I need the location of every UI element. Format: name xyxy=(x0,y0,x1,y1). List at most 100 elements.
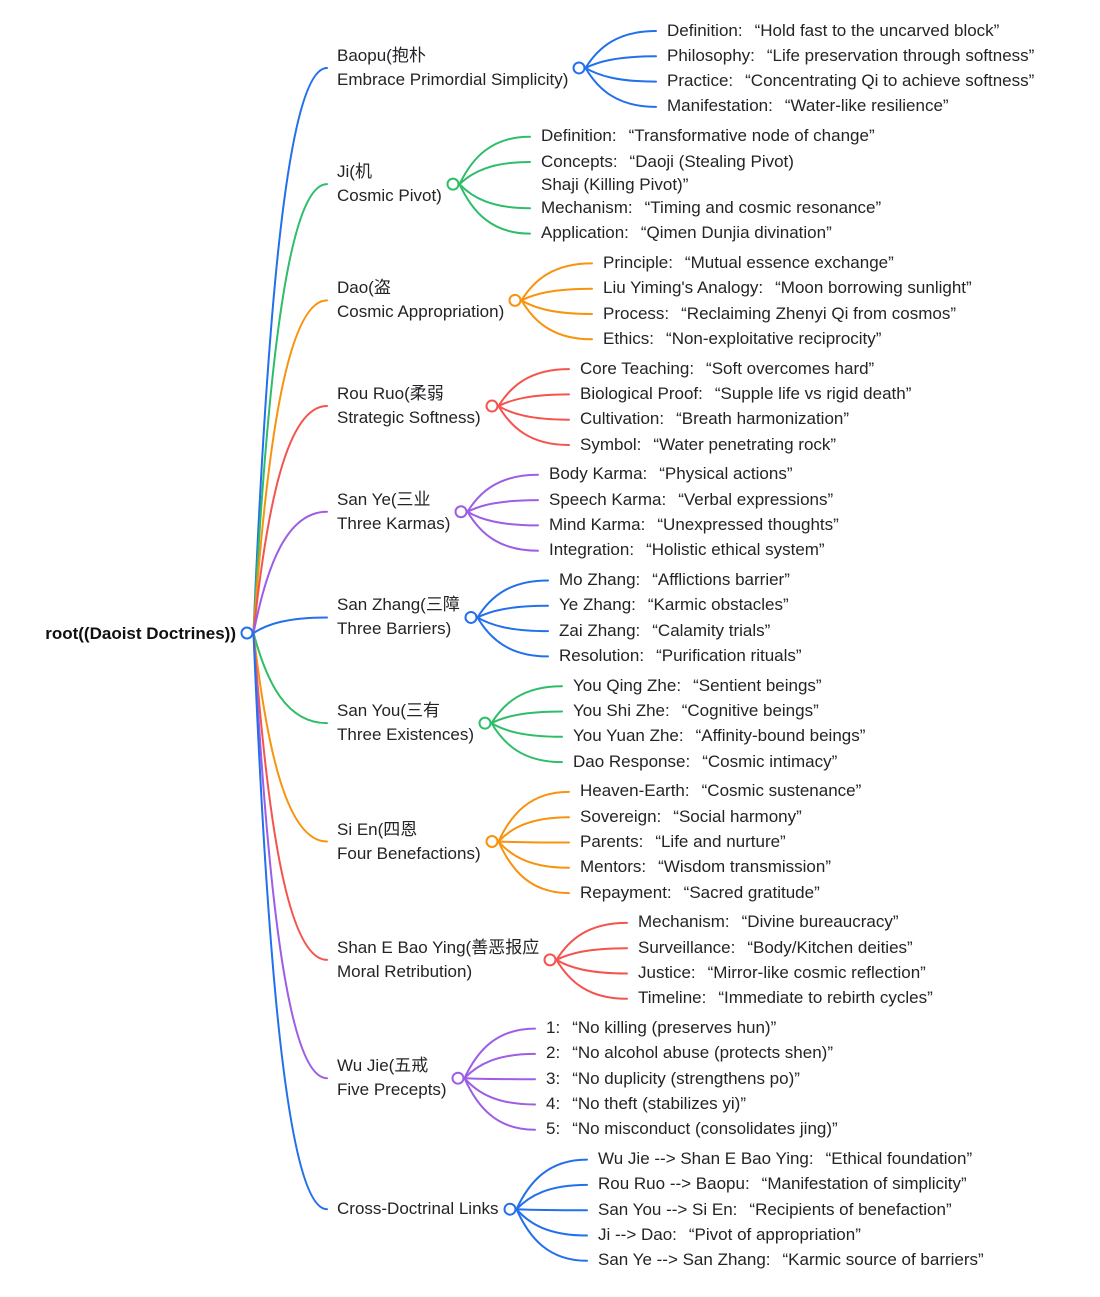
leaf-value: “Supple life vs rigid death” xyxy=(714,383,912,403)
leaf-item-san-zhang-3: Resolution: “Purification rituals” xyxy=(559,643,802,668)
leaf-key: Symbol: xyxy=(580,434,642,454)
leaf-value: “Breath harmonization” xyxy=(676,409,850,429)
leaf-curve-shan-e-bao-ying-0 xyxy=(555,921,628,961)
branch-label-line: Baopu(抱朴 xyxy=(337,45,426,65)
branch-node-circle-ji[interactable] xyxy=(446,177,460,191)
leaf-key: Ye Zhang: xyxy=(559,595,636,615)
leaf-curve-san-ye-3 xyxy=(466,510,539,552)
branch-curve-si-en xyxy=(252,632,328,843)
leaf-value: “Immediate to rebirth cycles” xyxy=(718,988,933,1008)
leaf-key: Repayment: xyxy=(580,882,672,902)
leaf-key: Application: xyxy=(541,223,629,243)
leaf-key: Wu Jie --> Shan E Bao Ying: xyxy=(598,1149,814,1169)
leaf-item-rou-ruo-0: Core Teaching: “Soft overcomes hard” xyxy=(580,356,874,381)
branch-node-circle-san-ye[interactable] xyxy=(454,505,468,519)
leaf-curve-cross-doctrinal-links-0 xyxy=(515,1158,588,1211)
leaf-key: Timeline: xyxy=(638,988,707,1008)
branch-label-shan-e-bao-ying: Shan E Bao Ying(善恶报应 Moral Retribution) xyxy=(337,936,539,984)
leaf-curve-wu-jie-2 xyxy=(463,1077,536,1081)
leaf-value: “Soft overcomes hard” xyxy=(706,358,875,378)
leaf-key: Zai Zhang: xyxy=(559,620,641,640)
leaf-curve-si-en-1 xyxy=(497,816,570,843)
leaf-value: “Body/Kitchen deities” xyxy=(747,937,913,957)
leaf-value: “Karmic obstacles” xyxy=(647,595,789,615)
leaf-item-san-you-1: You Shi Zhe: “Cognitive beings” xyxy=(573,698,819,723)
leaf-curve-san-you-0 xyxy=(490,685,563,725)
leaf-value: “Wisdom transmission” xyxy=(658,857,831,877)
leaf-item-si-en-4: Repayment: “Sacred gratitude” xyxy=(580,880,820,905)
leaf-curve-rou-ruo-3 xyxy=(497,405,570,446)
branch-label-line: Strategic Softness) xyxy=(337,408,481,428)
leaf-key: Mentors: xyxy=(580,857,647,877)
leaf-curve-baopu-0 xyxy=(584,30,657,69)
leaf-item-san-you-2: You Yuan Zhe: “Affinity-bound beings” xyxy=(573,723,865,748)
leaf-key: Manifestation: xyxy=(667,96,773,116)
leaf-value: “Purification rituals” xyxy=(656,645,802,665)
leaf-item-rou-ruo-2: Cultivation: “Breath harmonization” xyxy=(580,406,849,431)
leaf-value: “Reclaiming Zhenyi Qi from cosmos” xyxy=(681,303,957,323)
leaf-key: Parents: xyxy=(580,832,644,851)
leaf-curve-san-you-3 xyxy=(490,722,563,764)
branch-curve-san-you xyxy=(252,632,328,725)
leaf-item-ji-0: Definition: “Transformative node of chang… xyxy=(541,123,875,148)
leaf-value: “Qimen Dunjia divination” xyxy=(640,223,832,243)
leaf-key: Heaven-Earth: xyxy=(580,781,690,801)
leaf-item-si-en-3: Mentors: “Wisdom transmission” xyxy=(580,854,831,879)
leaf-key: 2: xyxy=(546,1043,561,1063)
branch-node-circle-si-en[interactable] xyxy=(485,835,499,848)
branch-node-circle-san-zhang[interactable] xyxy=(464,610,478,624)
leaf-item-cross-doctrinal-links-2: San You --> Si En: “Recipients of benefac… xyxy=(598,1197,952,1222)
leaf-item-rou-ruo-3: Symbol: “Water penetrating rock” xyxy=(580,432,836,457)
leaf-item-wu-jie-0: 1: “No killing (preserves hun)” xyxy=(546,1015,776,1040)
leaf-key: Surveillance: xyxy=(638,937,736,957)
leaf-key: Dao Response: xyxy=(573,751,691,771)
branch-node-circle-rou-ruo[interactable] xyxy=(485,399,499,413)
leaf-value: “Ethical foundation” xyxy=(825,1149,973,1169)
branch-node-circle-san-you[interactable] xyxy=(478,716,492,730)
leaf-curve-san-zhang-2 xyxy=(476,616,549,633)
branch-curve-ji xyxy=(252,183,328,634)
leaf-key: 1: xyxy=(546,1018,561,1038)
branch-curve-san-zhang xyxy=(252,616,328,634)
leaf-value: “Transformative node of change” xyxy=(628,126,875,146)
leaf-curve-dao-3 xyxy=(520,299,593,341)
leaf-key: Definition: xyxy=(667,20,743,40)
leaf-curve-dao-2 xyxy=(520,299,593,315)
branch-label-line: Five Precepts) xyxy=(337,1080,447,1100)
leaf-curve-shan-e-bao-ying-2 xyxy=(555,958,628,975)
branch-curve-shan-e-bao-ying xyxy=(252,632,328,961)
branch-label-san-zhang: San Zhang(三障 Three Barriers) xyxy=(337,593,460,641)
leaf-key: Speech Karma: xyxy=(549,489,667,509)
branch-label-wu-jie: Wu Jie(五戒 Five Precepts) xyxy=(337,1054,447,1102)
leaf-curve-san-zhang-0 xyxy=(476,579,549,619)
root-node-circle[interactable] xyxy=(240,626,254,640)
leaf-value: “Afflictions barrier” xyxy=(652,570,790,589)
leaf-curve-dao-1 xyxy=(520,287,593,302)
leaf-item-si-en-2: Parents: “Life and nurture” xyxy=(580,829,786,854)
leaf-curve-si-en-4 xyxy=(497,840,570,895)
branch-label-line: Three Karmas) xyxy=(337,513,451,533)
leaf-key: You Shi Zhe: xyxy=(573,701,670,720)
leaf-curve-wu-jie-0 xyxy=(463,1027,536,1080)
leaf-item-shan-e-bao-ying-0: Mechanism: “Divine bureaucracy” xyxy=(638,909,898,934)
leaf-value: “Physical actions” xyxy=(659,464,793,484)
leaf-item-dao-2: Process: “Reclaiming Zhenyi Qi from cosmo… xyxy=(603,301,956,326)
leaf-curve-dao-0 xyxy=(520,262,593,302)
leaf-key: Practice: xyxy=(667,71,734,91)
branch-node-circle-cross-doctrinal-links[interactable] xyxy=(503,1202,517,1216)
branch-node-circle-baopu[interactable] xyxy=(572,61,586,75)
branch-label-line: Embrace Primordial Simplicity) xyxy=(337,69,569,89)
branch-node-circle-wu-jie[interactable] xyxy=(451,1071,465,1085)
branch-node-circle-shan-e-bao-ying[interactable] xyxy=(543,953,557,967)
branch-label-dao: Dao(盗 Cosmic Appropriation) xyxy=(337,276,504,324)
leaf-value: “Hold fast to the uncarved block” xyxy=(754,20,1000,40)
branch-curve-dao xyxy=(252,299,328,634)
leaf-curve-baopu-3 xyxy=(584,66,657,108)
branch-label-line: Dao(盗 xyxy=(337,278,391,298)
leaf-value: “Recipients of benefaction” xyxy=(749,1199,952,1219)
leaf-value: “Unexpressed thoughts” xyxy=(657,514,839,534)
leaf-item-baopu-2: Practice: “Concentrating Qi to achieve so… xyxy=(667,68,1034,93)
branch-node-circle-dao[interactable] xyxy=(508,293,522,307)
leaf-key: Definition: xyxy=(541,126,617,146)
leaf-value: “Social harmony” xyxy=(673,806,802,826)
